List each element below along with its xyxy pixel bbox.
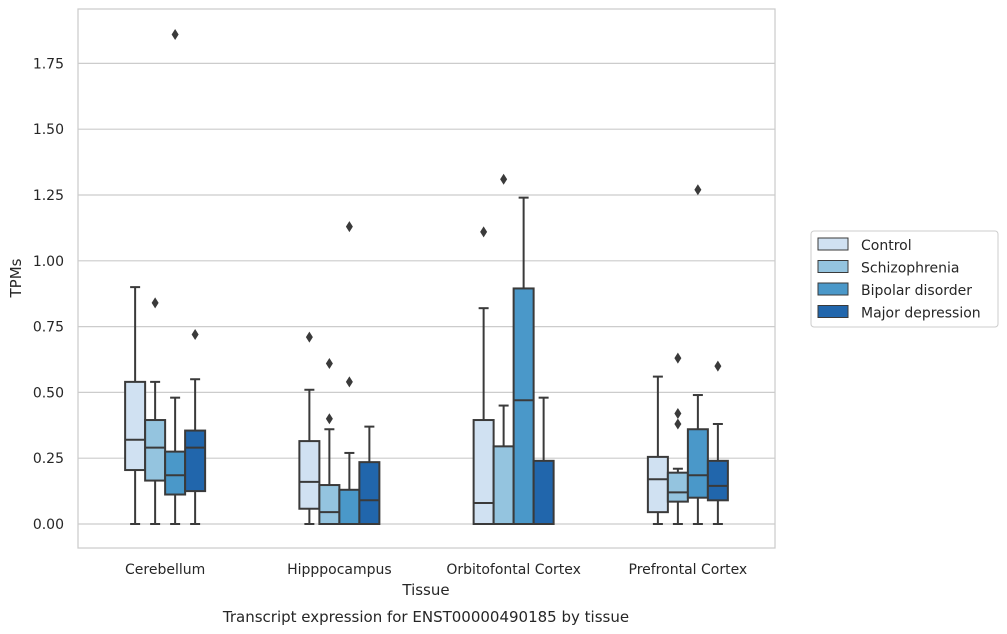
box-control [298, 331, 321, 525]
box-major-depression [706, 360, 729, 525]
outlier-point [345, 376, 353, 388]
outlier-point [325, 413, 333, 425]
legend-label: Schizophrenia [861, 261, 959, 277]
x-tick-labels: Cerebellum Hipppocampus Orbitofontal Corte… [125, 562, 747, 578]
legend-swatch [817, 260, 849, 273]
box-body [298, 440, 321, 510]
box-body [184, 429, 207, 493]
box-major-depression [358, 425, 381, 526]
x-tick-label: Orbitofontal Cortex [446, 562, 581, 578]
box-schizophrenia [318, 357, 341, 525]
y-tick-label: 0.00 [33, 517, 64, 533]
legend-label: Control [861, 238, 912, 254]
box-body [666, 471, 689, 503]
y-tick-label: 0.25 [33, 451, 64, 467]
plot-frame [77, 8, 776, 549]
box-body [492, 445, 515, 525]
y-tick-label: 1.25 [33, 188, 64, 204]
box-schizophrenia [144, 297, 167, 525]
x-tick-label: Cerebellum [125, 562, 205, 578]
box-bipolar-disorder [686, 184, 709, 525]
y-tick-label: 1.75 [33, 56, 64, 72]
box-major-depression [184, 328, 207, 525]
legend-swatch [817, 305, 849, 318]
outlier-point [714, 360, 722, 372]
box-body [164, 450, 187, 496]
chart-caption: Transcript expression for ENST0000049018… [222, 608, 629, 626]
box-bipolar-disorder [338, 221, 361, 525]
box-body [686, 428, 709, 499]
x-tick-label: Hipppocampus [287, 562, 392, 578]
legend-swatch [817, 282, 849, 296]
legend-swatch [817, 237, 849, 251]
box-body [318, 484, 341, 525]
box-control [124, 286, 147, 525]
outlier-point [325, 357, 333, 369]
box-body [124, 380, 147, 472]
outlier-point [674, 407, 682, 419]
box-body [512, 287, 535, 525]
legend-label: Bipolar disorder [861, 283, 972, 299]
legend-frame [810, 230, 999, 328]
box-body [646, 455, 669, 514]
box-layer [124, 28, 729, 526]
legend-label: Major depression [861, 306, 981, 322]
y-axis-label: TPMs [7, 258, 25, 298]
box-body [358, 461, 381, 526]
box-schizophrenia [666, 352, 689, 525]
box-bipolar-disorder [164, 28, 187, 525]
box-body [472, 419, 495, 526]
box-body [144, 419, 167, 482]
outlier-point [191, 328, 199, 340]
outlier-point [500, 173, 508, 185]
box-body [706, 459, 729, 502]
x-axis-label: Tissue [401, 581, 449, 599]
y-tick-label: 0.50 [33, 385, 64, 401]
legend: Control Schizophrenia Bipolar disorder Majo… [810, 230, 999, 328]
box-schizophrenia [492, 173, 515, 525]
box-bipolar-disorder [512, 196, 535, 525]
y-tick-label: 1.00 [33, 254, 64, 270]
outlier-point [480, 226, 488, 238]
y-tick-labels: 0.00 0.25 0.50 0.75 1.00 1.25 1.50 1.75 [33, 56, 64, 533]
box-body [338, 488, 361, 525]
outlier-point [171, 28, 179, 40]
outlier-point [694, 184, 702, 196]
outlier-point [674, 352, 682, 364]
y-tick-label: 0.75 [33, 320, 64, 336]
outlier-point [305, 331, 313, 343]
box-control [472, 226, 495, 526]
x-tick-label: Prefrontal Cortex [629, 562, 748, 578]
outlier-point [674, 418, 682, 430]
box-control [646, 375, 669, 525]
box-body [532, 459, 555, 525]
outlier-point [151, 297, 159, 309]
y-tick-label: 1.50 [33, 122, 64, 138]
box-major-depression [532, 396, 555, 525]
outlier-point [345, 221, 353, 233]
